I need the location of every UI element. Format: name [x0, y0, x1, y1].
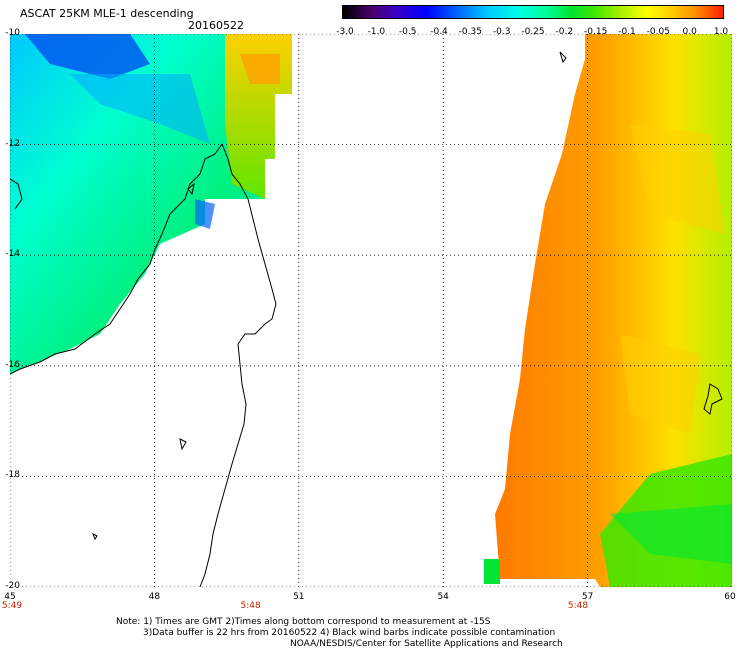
- time-label: 5:48: [240, 601, 261, 611]
- colorbar-tick-label: -3.0: [336, 27, 354, 37]
- longitude-label: 51: [293, 592, 305, 602]
- map-title: ASCAT 25KM MLE-1 descending: [20, 7, 194, 20]
- latitude-label: -10: [5, 28, 20, 38]
- latitude-label: -12: [5, 138, 20, 149]
- map-panel: [10, 34, 732, 587]
- time-label: 5:48: [567, 601, 589, 611]
- coastline: [10, 51, 723, 587]
- colorbar-tick-label: -1.0: [367, 27, 386, 37]
- colorbar-tick-label: -0.4: [430, 27, 448, 37]
- latitude-label: -14: [5, 249, 20, 260]
- longitude-label: 60: [724, 592, 736, 602]
- colorbar-tick-label: -0.5: [398, 27, 417, 37]
- map-date: 20160522: [188, 19, 244, 32]
- colorbar-tick-label: -0.35: [458, 27, 482, 37]
- colorbar-tick-label: -0.15: [584, 27, 608, 37]
- longitude-label: 54: [437, 592, 449, 602]
- colorbar-tick-label: -0.1: [618, 27, 636, 37]
- longitude-label: 45: [4, 592, 16, 602]
- note-line-1: Note: 1) Times are GMT 2)Times along bot…: [116, 617, 491, 627]
- time-label: 5:49: [1, 601, 23, 611]
- latitude-label: -18: [5, 470, 20, 481]
- colorbar-tick-label: 1.0: [713, 27, 729, 37]
- note-line-2: 3)Data buffer is 22 hrs from 20160522 4)…: [143, 628, 556, 638]
- colorbar-tick-label: -0.05: [646, 27, 670, 37]
- swath-west: [10, 34, 292, 374]
- longitude-label: 48: [148, 592, 161, 602]
- grid-lines: [10, 34, 732, 587]
- longitude-label: 57: [581, 592, 594, 602]
- latitude-label: -20: [5, 581, 20, 591]
- colorbar-tick-label: -0.2: [555, 27, 574, 37]
- latitude-label: -16: [5, 359, 20, 370]
- note-line-3: NOAA/NESDIS/Center for Satellite Applica…: [290, 639, 563, 649]
- colorbar: [342, 5, 724, 19]
- swath-east: [484, 34, 732, 587]
- colorbar-tick-label: 0.0: [682, 27, 697, 37]
- colorbar-tick-label: -0.25: [521, 27, 545, 37]
- colorbar-tick-label: -0.3: [492, 27, 511, 37]
